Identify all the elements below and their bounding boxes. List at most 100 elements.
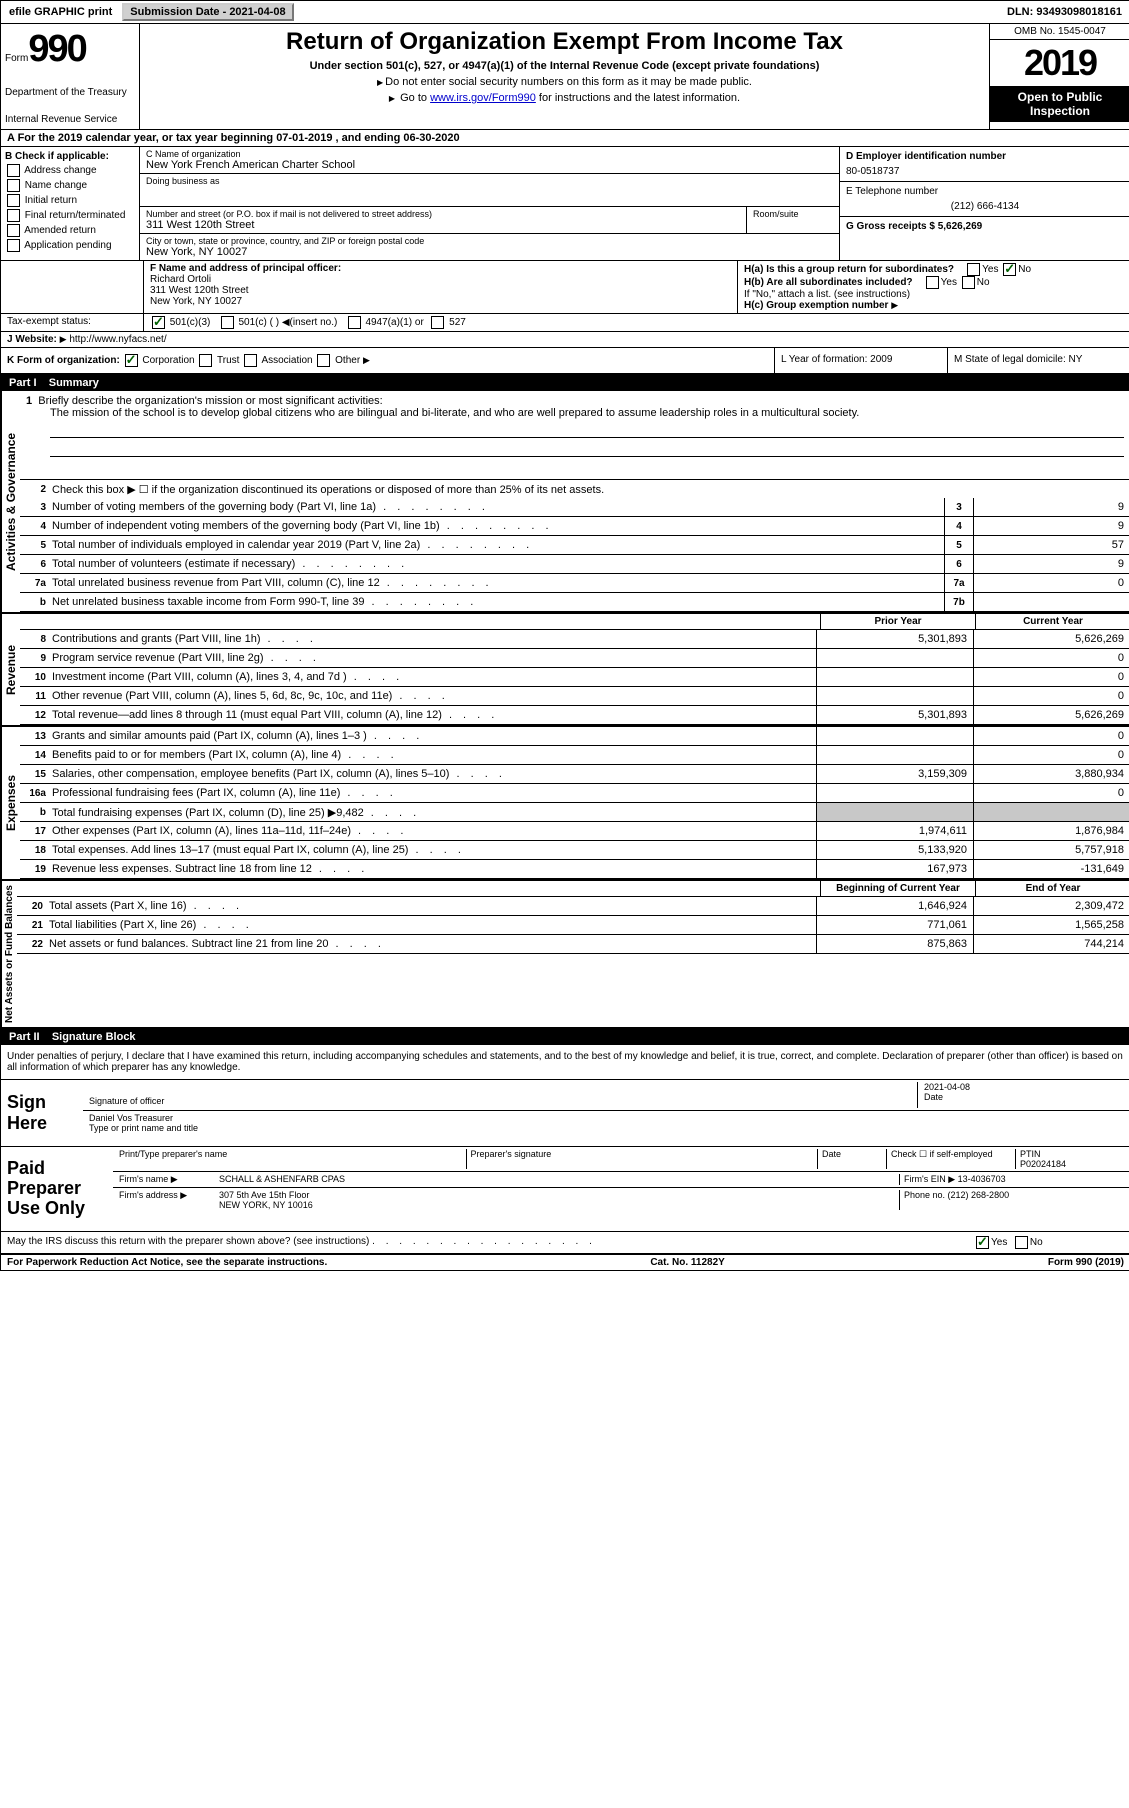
checkbox-icon[interactable] xyxy=(317,354,330,367)
check-amended[interactable]: Amended return xyxy=(5,224,135,237)
k-assoc: Association xyxy=(261,355,312,366)
checkbox-icon[interactable] xyxy=(967,263,980,276)
checkbox-icon[interactable] xyxy=(1015,1236,1028,1249)
checkbox-icon[interactable] xyxy=(152,316,165,329)
sign-fields: Signature of officer 2021-04-08 Date Dan… xyxy=(83,1080,1129,1146)
section-bcd: B Check if applicable: Address change Na… xyxy=(1,147,1129,261)
f-left-spacer xyxy=(1,261,144,313)
section-l: L Year of formation: 2009 xyxy=(775,348,948,373)
netassets-content: Beginning of Current Year End of Year 20… xyxy=(17,881,1129,1027)
firm-ein: Firm's EIN ▶ 13-4036703 xyxy=(899,1174,1124,1185)
checkbox-icon[interactable] xyxy=(1003,263,1016,276)
checkbox-icon[interactable] xyxy=(125,354,138,367)
firm-addr1: 307 5th Ave 15th Floor xyxy=(219,1190,899,1200)
line-text: Number of independent voting members of … xyxy=(52,519,944,533)
checkbox-icon[interactable] xyxy=(348,316,361,329)
section-expenses: Expenses 13 Grants and similar amounts p… xyxy=(1,727,1129,881)
line-val-current: -131,649 xyxy=(973,860,1129,878)
opt-501c3: 501(c)(3) xyxy=(170,317,211,328)
checkbox-icon[interactable] xyxy=(962,276,975,289)
check-address[interactable]: Address change xyxy=(5,164,135,177)
line-num: 13 xyxy=(20,731,52,742)
part2-header: Part II Signature Block xyxy=(1,1029,1129,1045)
line-val-prior: 5,301,893 xyxy=(816,630,973,648)
declaration: Under penalties of perjury, I declare th… xyxy=(1,1045,1129,1080)
line-num: 8 xyxy=(20,634,52,645)
data-line: 10 Investment income (Part VIII, column … xyxy=(20,668,1129,687)
paid-preparer-row: Paid Preparer Use Only Print/Type prepar… xyxy=(1,1147,1129,1231)
line-val xyxy=(973,593,1129,611)
check-final[interactable]: Final return/terminated xyxy=(5,209,135,222)
street-label: Number and street (or P.O. box if mail i… xyxy=(146,209,740,219)
tax-year: 2019 xyxy=(990,40,1129,86)
col-c-org: C Name of organization New York French A… xyxy=(140,147,839,260)
no-label: No xyxy=(1018,264,1031,275)
data-line: 6 Total number of volunteers (estimate i… xyxy=(20,555,1129,574)
no-label: No xyxy=(977,277,990,288)
col-begin: Beginning of Current Year xyxy=(820,881,975,896)
firm-addr: 307 5th Ave 15th Floor NEW YORK, NY 1001… xyxy=(219,1190,899,1210)
line-num: 5 xyxy=(20,540,52,551)
arrow-icon xyxy=(891,300,898,311)
firm-name-label: Firm's name ▶ xyxy=(119,1174,219,1185)
dept-irs: Internal Revenue Service xyxy=(5,114,135,125)
checkbox-icon[interactable] xyxy=(244,354,257,367)
data-line: 18 Total expenses. Add lines 13–17 (must… xyxy=(20,841,1129,860)
checkbox-icon[interactable] xyxy=(431,316,444,329)
line-box: 3 xyxy=(944,498,973,516)
hc-label: H(c) Group exemption number xyxy=(744,300,888,311)
checkbox-icon[interactable] xyxy=(926,276,939,289)
officer-name-line: Daniel Vos Treasurer Type or print name … xyxy=(83,1111,1129,1141)
checkbox-icon[interactable] xyxy=(199,354,212,367)
firm-addr-line: Firm's address ▶ 307 5th Ave 15th Floor … xyxy=(113,1188,1129,1212)
irs-link[interactable]: www.irs.gov/Form990 xyxy=(430,92,536,104)
dots: . . . . . . . . . . . . . . . . . xyxy=(372,1236,596,1247)
line-val: 9 xyxy=(973,498,1129,516)
tax-exempt-row: Tax-exempt status: 501(c)(3) 501(c) ( ) … xyxy=(1,314,1129,332)
firm-addr2: NEW YORK, NY 10016 xyxy=(219,1200,899,1210)
part1-header: Part I Summary xyxy=(1,375,1129,391)
data-line: 3 Number of voting members of the govern… xyxy=(20,498,1129,517)
opt-527: 527 xyxy=(449,317,466,328)
officer-typed-name: Daniel Vos Treasurer xyxy=(89,1113,1124,1123)
col-d: D Employer identification number 80-0518… xyxy=(839,147,1129,260)
arrow-icon xyxy=(60,334,67,345)
ptin-label: PTIN xyxy=(1020,1149,1120,1159)
hc-row: H(c) Group exemption number xyxy=(744,300,1124,311)
line-box: 7b xyxy=(944,593,973,611)
omb-number: OMB No. 1545-0047 xyxy=(990,24,1129,40)
vlabel-expenses: Expenses xyxy=(1,727,20,879)
form-header: Form990 Department of the Treasury Inter… xyxy=(1,24,1129,130)
checkbox-icon[interactable] xyxy=(221,316,234,329)
line-num: b xyxy=(20,597,52,608)
line-val-prior: 771,061 xyxy=(816,916,973,934)
revenue-header-row: Prior Year Current Year xyxy=(20,614,1129,630)
line-text: Other revenue (Part VIII, column (A), li… xyxy=(52,689,816,703)
hb-row: H(b) Are all subordinates included? Yes … xyxy=(744,276,1124,289)
firm-addr-label: Firm's address ▶ xyxy=(119,1190,219,1210)
line-val-current: 5,626,269 xyxy=(973,630,1129,648)
yes-label: Yes xyxy=(982,264,998,275)
line-num: 12 xyxy=(20,710,52,721)
line-num: 9 xyxy=(20,653,52,664)
paid-preparer-label: Paid Preparer Use Only xyxy=(1,1147,113,1230)
line-text: Total fundraising expenses (Part IX, col… xyxy=(52,805,816,820)
sig-blank xyxy=(89,1082,917,1096)
note2-post: for instructions and the latest informat… xyxy=(539,92,740,104)
check-final-label: Final return/terminated xyxy=(25,210,126,221)
website-value: http://www.nyfacs.net/ xyxy=(69,334,166,345)
line-val: 9 xyxy=(973,517,1129,535)
rows-rev-container: 8 Contributions and grants (Part VIII, l… xyxy=(20,630,1129,725)
check-pending[interactable]: Application pending xyxy=(5,239,135,252)
check-initial[interactable]: Initial return xyxy=(5,194,135,207)
line-num: 21 xyxy=(17,920,49,931)
submission-date-button[interactable]: Submission Date - 2021-04-08 xyxy=(122,3,293,21)
check-name[interactable]: Name change xyxy=(5,179,135,192)
vlabel-netassets: Net Assets or Fund Balances xyxy=(1,881,17,1027)
line-num: 7a xyxy=(20,578,52,589)
phone-label: E Telephone number xyxy=(846,186,1124,197)
section-m: M State of legal domicile: NY xyxy=(948,348,1129,373)
type-label: Type or print name and title xyxy=(89,1123,1124,1133)
line-val-prior: 875,863 xyxy=(816,935,973,953)
checkbox-icon[interactable] xyxy=(976,1236,989,1249)
